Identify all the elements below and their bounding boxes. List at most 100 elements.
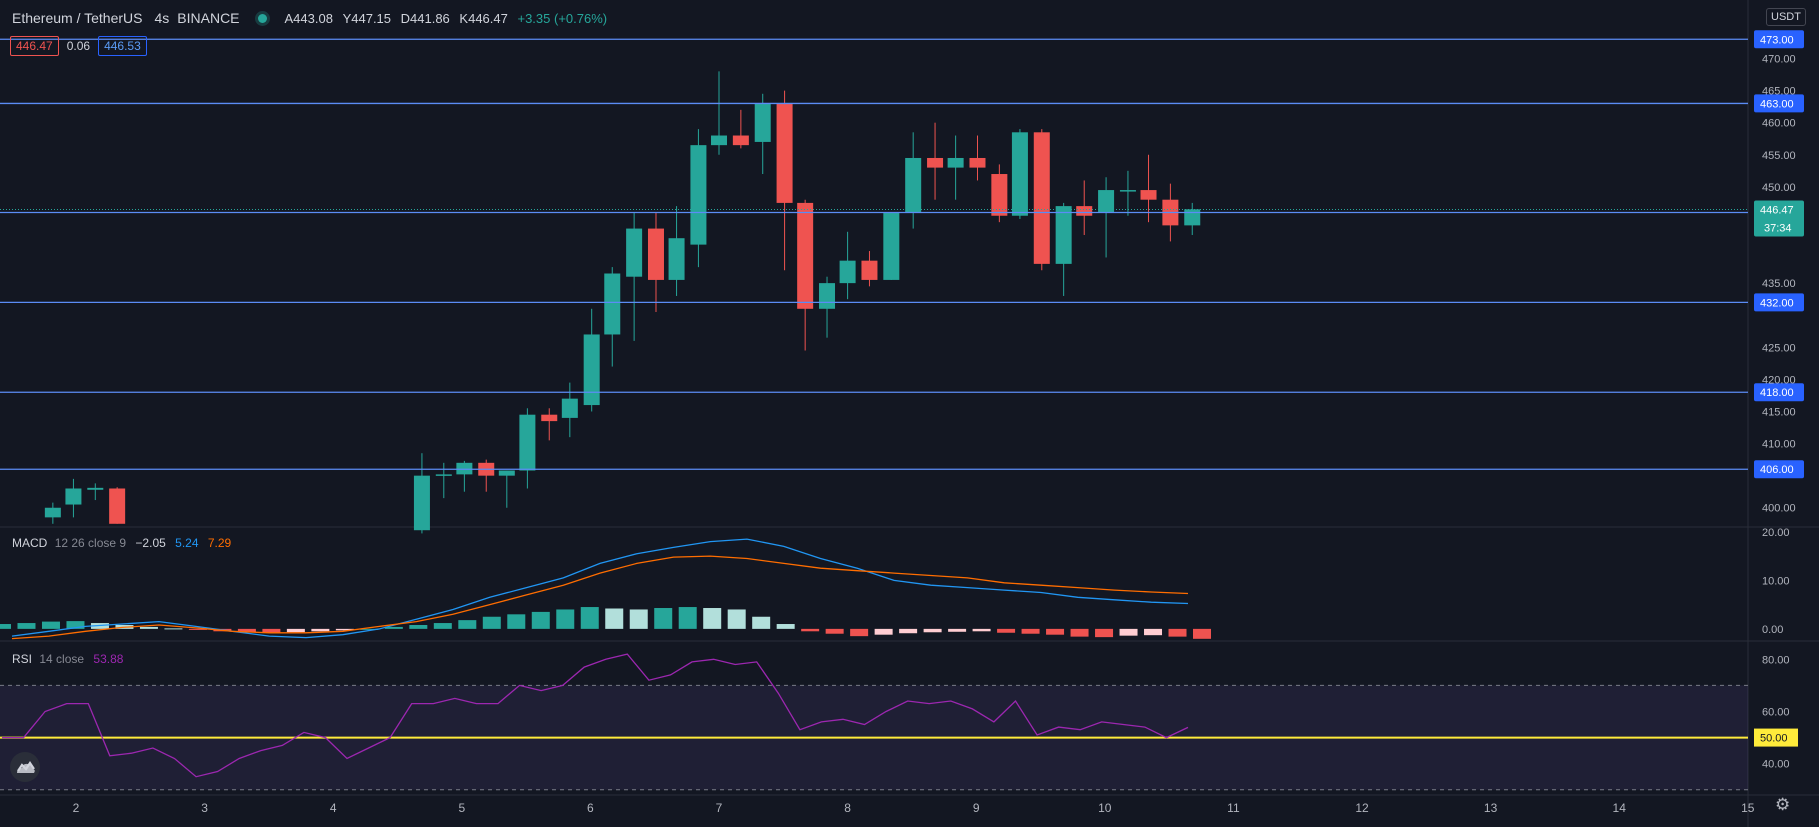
time-tick-label: 2: [73, 801, 80, 815]
level-price-badge: [1754, 94, 1804, 113]
macd-histogram-bar: [1168, 628, 1187, 637]
candle-body[interactable]: [541, 414, 558, 422]
candles[interactable]: [44, 71, 1201, 534]
candle-body[interactable]: [519, 414, 536, 471]
macd-histogram-bar: [727, 609, 746, 629]
macd-histogram-bar: [482, 616, 501, 629]
macd-histogram-bar: [948, 628, 967, 632]
candle-body[interactable]: [776, 103, 793, 203]
time-tick-label: 11: [1227, 801, 1240, 815]
candle-body[interactable]: [604, 273, 621, 335]
candle-body[interactable]: [1011, 132, 1028, 216]
macd-histogram-bar: [164, 628, 183, 630]
rsi-title: RSI: [12, 652, 33, 666]
macd-histogram-bar: [433, 623, 452, 629]
candle-body[interactable]: [109, 488, 126, 524]
signal-line: [11, 555, 1189, 640]
macd-histogram-bar: [850, 628, 869, 637]
level-price-label: 463.00: [1760, 98, 1794, 110]
macd-histogram-bar: [776, 624, 795, 629]
time-tick-label: 10: [1098, 801, 1112, 815]
price-axis[interactable]: 470.00 465.00 460.00 455.00 450.00 435.00 425.…: [1754, 54, 1798, 771]
candle-body[interactable]: [861, 260, 878, 280]
quote-box: 446.47 0.06 446.53: [10, 36, 147, 56]
candle-body[interactable]: [87, 487, 104, 490]
macd-histogram-bar: [139, 626, 158, 629]
candle-body[interactable]: [1119, 190, 1136, 192]
candle-body[interactable]: [991, 174, 1008, 216]
rsi-legend[interactable]: RSI 14 close 53.88: [12, 652, 123, 666]
candle-body[interactable]: [732, 135, 749, 146]
candle-body[interactable]: [561, 398, 578, 418]
price-tick-label: 470.00: [1762, 54, 1796, 66]
ohlc-values: A443.08 Y447.15 D441.86 K446.47 +3.35 (+…: [279, 11, 608, 26]
macd-lines: [11, 538, 1189, 640]
candle-body[interactable]: [1184, 209, 1201, 226]
candle-body[interactable]: [839, 260, 856, 284]
candle-body[interactable]: [1076, 206, 1093, 216]
macd-tick-label: 0.00: [1762, 624, 1783, 636]
macd-histogram-bar: [654, 608, 673, 629]
candle-body[interactable]: [668, 238, 685, 280]
candle-body[interactable]: [583, 334, 600, 406]
candle-body[interactable]: [711, 135, 727, 146]
sell-price-button[interactable]: 446.47: [10, 36, 59, 56]
candle-body[interactable]: [905, 157, 922, 213]
candle-body[interactable]: [1055, 206, 1072, 264]
low-value: D441.86: [400, 10, 450, 26]
level-price-badge: [1754, 293, 1804, 312]
macd-histogram-bar: [507, 614, 526, 629]
interval[interactable]: 4s: [154, 10, 170, 26]
last-price-badge: [1754, 200, 1804, 237]
time-tick-label: 5: [458, 801, 465, 815]
price-tick-label: 400.00: [1762, 503, 1796, 515]
candle-body[interactable]: [413, 475, 430, 531]
candle-body[interactable]: [65, 488, 82, 505]
candle-body[interactable]: [947, 157, 964, 168]
macd-histogram-bar: [531, 611, 550, 629]
macd-histogram-bar: [1070, 628, 1089, 637]
price-tick-label: 425.00: [1762, 342, 1796, 354]
time-tick-label: 9: [973, 801, 980, 815]
macd-signal-value: 7.29: [207, 536, 232, 550]
legend-header: Ethereum / TetherUS 4s BINANCE A443.08 Y…: [12, 10, 607, 26]
candle-body[interactable]: [44, 507, 61, 518]
candle-body[interactable]: [647, 228, 664, 280]
candle-body[interactable]: [883, 212, 900, 280]
tradingview-logo-icon[interactable]: [10, 752, 40, 782]
horizontal-levels[interactable]: 473.00463.00446.00432.00418.00406.00446.…: [0, 30, 1804, 479]
gear-icon[interactable]: ⚙: [1775, 795, 1791, 814]
macd-legend[interactable]: MACD 12 26 close 9 −2.05 5.24 7.29: [12, 536, 231, 550]
candle-body[interactable]: [498, 470, 515, 476]
currency-button[interactable]: USDT: [1766, 8, 1806, 26]
candle-body[interactable]: [819, 283, 836, 309]
change-value: +3.35 (+0.76%): [517, 10, 608, 26]
close-value: K446.47: [459, 10, 508, 26]
level-price-badge: [1754, 460, 1804, 479]
candle-body[interactable]: [1140, 190, 1157, 200]
candle-body[interactable]: [1098, 190, 1115, 213]
candle-body[interactable]: [626, 228, 643, 277]
symbol-name[interactable]: Ethereum / TetherUS: [12, 10, 143, 26]
candle-body[interactable]: [797, 202, 814, 309]
macd-histogram-bar: [384, 626, 403, 629]
buy-price-button[interactable]: 446.53: [98, 36, 147, 56]
time-axis[interactable]: 2 3 4 5 6 7 8 9 10 11 12 13 14 15: [73, 801, 1755, 815]
macd-histogram-bar: [360, 628, 379, 630]
candle-body[interactable]: [1033, 132, 1050, 264]
price-tick-label: 420.00: [1762, 374, 1796, 386]
candle-body[interactable]: [969, 157, 986, 168]
macd-histogram-bar: [17, 623, 36, 629]
macd-histogram-bar: [874, 628, 893, 635]
last-price-label: 446.47: [1760, 205, 1794, 217]
candle-body[interactable]: [435, 474, 452, 476]
candle-body[interactable]: [690, 145, 707, 245]
candle-body[interactable]: [927, 157, 944, 168]
rsi-line: [2, 653, 1189, 778]
candle-body[interactable]: [754, 103, 771, 142]
macd-histogram-bar: [703, 608, 722, 629]
time-tick-label: 3: [201, 801, 208, 815]
cloud-icon: [17, 761, 35, 773]
